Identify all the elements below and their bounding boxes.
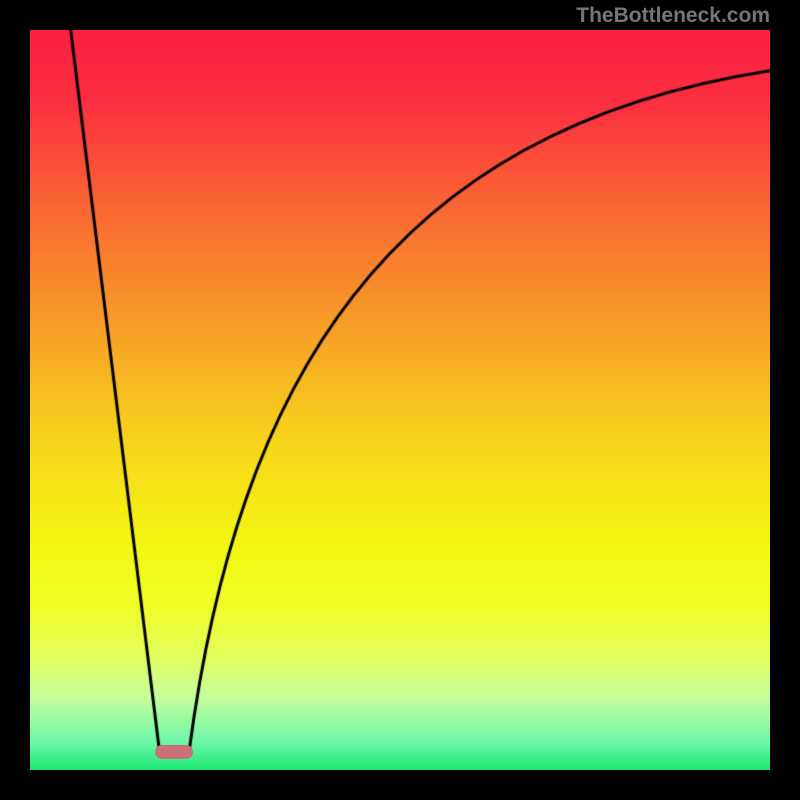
curve-overlay bbox=[30, 30, 770, 770]
watermark-text: TheBottleneck.com bbox=[576, 4, 770, 28]
chart-container: TheBottleneck.com bbox=[0, 0, 800, 800]
optimum-marker bbox=[155, 745, 193, 759]
plot-area bbox=[30, 30, 770, 770]
